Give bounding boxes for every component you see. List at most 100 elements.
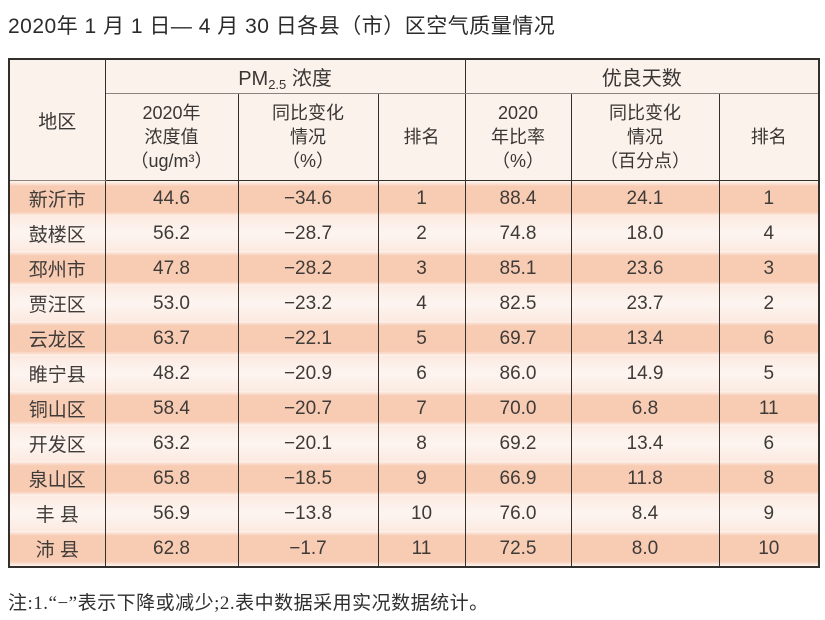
good-rate-cell: 66.9 [464, 461, 572, 496]
column-header-good-rank: 排名 [718, 93, 820, 181]
pm-change-cell: −20.7 [237, 391, 379, 426]
good-rank-cell: 1 [718, 180, 820, 216]
table-body: 新沂市 44.6 −34.6 1 88.4 24.1 1 鼓楼区 56.2 −2… [8, 180, 820, 567]
good-change-cell: 23.6 [570, 251, 720, 286]
good-rank-cell: 11 [718, 391, 820, 426]
good-rank-cell: 10 [718, 531, 820, 567]
pm-change-cell: −1.7 [237, 531, 379, 567]
good-rate-cell: 74.8 [464, 216, 572, 251]
page-title: 2020年 1 月 1 日— 4 月 30 日各县（市）区空气质量情况 [8, 15, 556, 38]
footnote: 注:1.“−”表示下降或减少;2.表中数据采用实况数据统计。 [8, 593, 489, 614]
pm-rank-cell: 2 [377, 216, 466, 251]
pm-rank-cell: 6 [377, 356, 466, 391]
good-change-cell: 18.0 [570, 216, 720, 251]
pm-value-cell: 47.8 [104, 251, 239, 286]
pm-value-cell: 58.4 [104, 391, 239, 426]
table-row: 新沂市 44.6 −34.6 1 88.4 24.1 1 [8, 180, 820, 216]
pm-value-cell: 62.8 [104, 531, 239, 567]
pm-change-cell: −23.2 [237, 286, 379, 321]
pm25-label-subscript: 2.5 [268, 76, 287, 92]
good-rate-cell: 86.0 [464, 356, 572, 391]
table-row: 丰 县 56.9 −13.8 10 76.0 8.4 9 [8, 496, 820, 531]
column-header-pm-value: 2020年 浓度值 （ug/m³） [104, 93, 239, 181]
good-rank-cell: 6 [718, 426, 820, 461]
table-row: 铜山区 58.4 −20.7 7 70.0 6.8 11 [8, 391, 820, 426]
region-cell: 沛 县 [8, 531, 106, 567]
group-header-row: 地区 PM2.5 浓度 优良天数 [8, 59, 820, 181]
table-row: 睢宁县 48.2 −20.9 6 86.0 14.9 5 [8, 356, 820, 391]
group-header-pm25: PM2.5 浓度 [104, 59, 466, 94]
good-change-cell: 14.9 [570, 356, 720, 391]
pm-value-cell: 48.2 [104, 356, 239, 391]
pm-rank-cell: 7 [377, 391, 466, 426]
good-change-cell: 6.8 [570, 391, 720, 426]
pm-change-cell: −20.9 [237, 356, 379, 391]
pm-rank-cell: 5 [377, 321, 466, 356]
region-cell: 睢宁县 [8, 356, 106, 391]
group-header-good-days: 优良天数 [464, 59, 820, 94]
pm-value-cell: 53.0 [104, 286, 239, 321]
good-change-cell: 11.8 [570, 461, 720, 496]
pm25-label-prefix: PM [238, 67, 269, 90]
table-row: 鼓楼区 56.2 −28.7 2 74.8 18.0 4 [8, 216, 820, 251]
good-change-cell: 24.1 [570, 180, 720, 216]
pm-value-cell: 56.9 [104, 496, 239, 531]
column-header-pm-rank: 排名 [377, 93, 466, 181]
pm-change-cell: −28.2 [237, 251, 379, 286]
pm-change-cell: −34.6 [237, 180, 379, 216]
good-rate-cell: 76.0 [464, 496, 572, 531]
region-cell: 鼓楼区 [8, 216, 106, 251]
good-rate-cell: 85.1 [464, 251, 572, 286]
good-change-cell: 13.4 [570, 426, 720, 461]
column-header-region: 地区 [8, 59, 106, 181]
column-header-good-change: 同比变化 情况 （百分点） [570, 93, 720, 181]
good-rank-cell: 5 [718, 356, 820, 391]
good-rank-cell: 8 [718, 461, 820, 496]
table-row: 泉山区 65.8 −18.5 9 66.9 11.8 8 [8, 461, 820, 496]
good-rate-cell: 82.5 [464, 286, 572, 321]
pm-change-cell: −28.7 [237, 216, 379, 251]
pm-value-cell: 63.7 [104, 321, 239, 356]
pm-rank-cell: 8 [377, 426, 466, 461]
table-row: 沛 县 62.8 −1.7 11 72.5 8.0 10 [8, 531, 820, 567]
pm-rank-cell: 1 [377, 180, 466, 216]
region-cell: 铜山区 [8, 391, 106, 426]
region-cell: 新沂市 [8, 180, 106, 216]
region-cell: 贾汪区 [8, 286, 106, 321]
region-cell: 丰 县 [8, 496, 106, 531]
pm-rank-cell: 4 [377, 286, 466, 321]
good-change-cell: 8.4 [570, 496, 720, 531]
column-header-pm-change: 同比变化 情况 （%） [237, 93, 379, 181]
pm-value-cell: 44.6 [104, 180, 239, 216]
pm-change-cell: −18.5 [237, 461, 379, 496]
table-row: 开发区 63.2 −20.1 8 69.2 13.4 6 [8, 426, 820, 461]
pm-change-cell: −22.1 [237, 321, 379, 356]
air-quality-table: 地区 PM2.5 浓度 优良天数 2020年 浓度值 （ug/m³） 同比变化 … [8, 58, 821, 568]
good-rate-cell: 69.7 [464, 321, 572, 356]
table-row: 云龙区 63.7 −22.1 5 69.7 13.4 6 [8, 321, 820, 356]
pm-rank-cell: 3 [377, 251, 466, 286]
good-rate-cell: 69.2 [464, 426, 572, 461]
good-rate-cell: 70.0 [464, 391, 572, 426]
column-header-good-rate: 2020 年比率 （%） [464, 93, 572, 181]
pm-rank-cell: 10 [377, 496, 466, 531]
pm-change-cell: −13.8 [237, 496, 379, 531]
pm-change-cell: −20.1 [237, 426, 379, 461]
sub-header-row: 2020年 浓度值 （ug/m³） 同比变化 情况 （%） 排名 2020 年比… [9, 93, 820, 181]
region-cell: 云龙区 [8, 321, 106, 356]
good-change-cell: 8.0 [570, 531, 720, 567]
pm-rank-cell: 11 [377, 531, 466, 567]
good-rank-cell: 2 [718, 286, 820, 321]
pm-rank-cell: 9 [377, 461, 466, 496]
pm25-label-suffix: 浓度 [286, 67, 332, 90]
table-header: 地区 PM2.5 浓度 优良天数 2020年 浓度值 （ug/m³） 同比变化 … [8, 59, 820, 181]
pm-value-cell: 56.2 [104, 216, 239, 251]
good-rank-cell: 6 [718, 321, 820, 356]
table-row: 邳州市 47.8 −28.2 3 85.1 23.6 3 [8, 251, 820, 286]
good-rank-cell: 3 [718, 251, 820, 286]
table-row: 贾汪区 53.0 −23.2 4 82.5 23.7 2 [8, 286, 820, 321]
good-rank-cell: 4 [718, 216, 820, 251]
good-change-cell: 13.4 [570, 321, 720, 356]
pm-value-cell: 65.8 [104, 461, 239, 496]
